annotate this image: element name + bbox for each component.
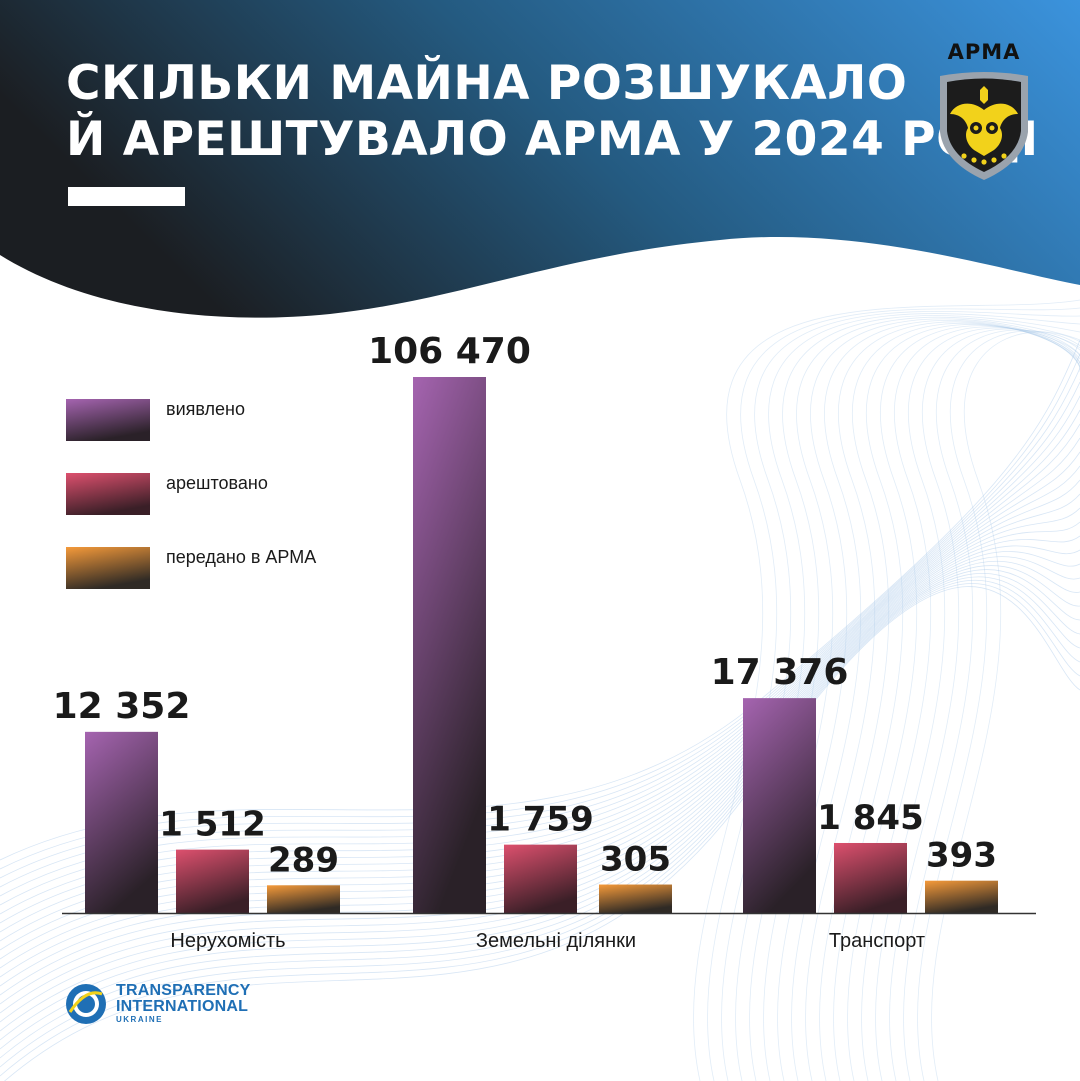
data-label-1-1: 1 759 bbox=[487, 800, 593, 840]
wave-line bbox=[0, 551, 1080, 1005]
bar-2-2 bbox=[925, 880, 998, 913]
wave-line bbox=[0, 367, 1080, 879]
bar-2-1 bbox=[834, 842, 907, 913]
bar-2-0 bbox=[743, 698, 816, 913]
wave-line bbox=[4, 586, 1080, 1081]
ti-text-line-1: TRANSPARENCY bbox=[116, 982, 251, 999]
legend-label-arrested: арештовано bbox=[166, 473, 268, 493]
wave-line bbox=[0, 339, 1080, 861]
header-banner bbox=[0, 0, 1080, 318]
wave-line bbox=[0, 353, 1080, 870]
wave-line bbox=[0, 572, 1080, 1050]
data-label-1-0: 106 470 bbox=[368, 331, 531, 372]
legend-swatch-transferred bbox=[66, 547, 150, 589]
page-title-line-1: СКІЛЬКИ МАЙНА РОЗШУКАЛО bbox=[66, 56, 908, 111]
wave-line bbox=[0, 556, 1080, 1014]
legend-label-found: виявлено bbox=[166, 399, 245, 419]
data-label-0-0: 12 352 bbox=[53, 686, 191, 727]
legend-item-found: виявлено bbox=[66, 399, 396, 443]
bar-1-0 bbox=[413, 377, 486, 913]
legend-label-transferred: передано в АРМА bbox=[166, 547, 317, 567]
legend-swatch-found bbox=[66, 399, 150, 441]
legend-swatch-arrested bbox=[66, 473, 150, 515]
arma-logo-text: АРМА bbox=[947, 40, 1021, 64]
title-underline bbox=[68, 187, 185, 206]
bar-1-2 bbox=[599, 884, 672, 913]
bar-0-2 bbox=[267, 885, 340, 913]
data-label-0-2: 289 bbox=[268, 840, 339, 880]
transparency-international-logo: TRANSPARENCY INTERNATIONAL UKRAINE bbox=[64, 982, 284, 1028]
data-label-1-2: 305 bbox=[600, 840, 671, 880]
wave-line bbox=[0, 576, 1080, 1059]
wave-line bbox=[0, 579, 1080, 1068]
wave-line bbox=[0, 381, 1080, 888]
wave-line bbox=[721, 311, 1080, 1081]
wave-line bbox=[903, 329, 1080, 1081]
category-label-2: Транспорт bbox=[829, 930, 925, 952]
legend-item-arrested: арештовано bbox=[66, 473, 396, 517]
data-label-0-1: 1 512 bbox=[159, 805, 265, 845]
wave-line bbox=[0, 560, 1080, 1023]
data-label-2-1: 1 845 bbox=[817, 798, 923, 838]
wave-line bbox=[0, 545, 1080, 996]
ti-text-line-2: INTERNATIONAL bbox=[116, 998, 249, 1015]
category-label-1: Земельні ділянки bbox=[476, 930, 636, 952]
legend-item-transferred: передано в АРМА bbox=[66, 547, 396, 591]
bar-1-1 bbox=[504, 844, 577, 913]
wave-line bbox=[0, 395, 1080, 897]
wave-line bbox=[0, 409, 1080, 906]
owl-shield-icon bbox=[940, 72, 1028, 180]
wave-line bbox=[0, 565, 1080, 1032]
data-label-2-0: 17 376 bbox=[711, 652, 849, 693]
data-label-2-2: 393 bbox=[926, 836, 997, 876]
category-label-0: Нерухомість bbox=[170, 930, 285, 952]
wave-line bbox=[0, 583, 1080, 1077]
page-title-line-2: Й АРЕШТУВАЛО АРМА У 2024 РОЦІ bbox=[66, 112, 1039, 167]
wave-line bbox=[819, 322, 1080, 1081]
bar-0-1 bbox=[176, 849, 249, 913]
arma-logo: АРМА bbox=[928, 40, 1040, 185]
wave-line bbox=[707, 307, 1080, 1081]
bar-0-0 bbox=[85, 731, 158, 913]
ti-text-line-3: UKRAINE bbox=[116, 1015, 163, 1024]
wave-line bbox=[0, 569, 1080, 1041]
transparency-international-icon bbox=[66, 984, 106, 1024]
wave-line bbox=[805, 321, 1080, 1081]
wave-line bbox=[693, 299, 1080, 1081]
